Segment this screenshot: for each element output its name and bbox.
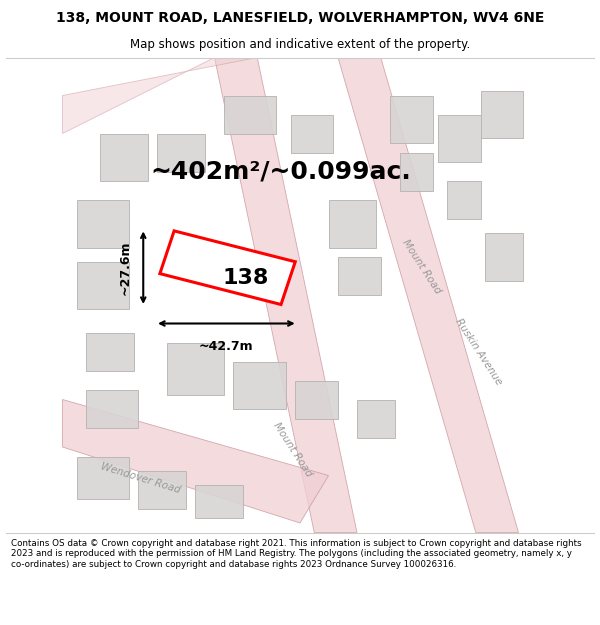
Polygon shape bbox=[390, 96, 433, 143]
Text: ~402m²/~0.099ac.: ~402m²/~0.099ac. bbox=[151, 159, 411, 184]
Polygon shape bbox=[77, 262, 129, 309]
Polygon shape bbox=[86, 390, 139, 428]
Text: ~27.6m: ~27.6m bbox=[118, 241, 131, 295]
Text: 138: 138 bbox=[222, 268, 269, 288]
Polygon shape bbox=[215, 58, 357, 532]
Polygon shape bbox=[77, 456, 129, 499]
Text: Mount Road: Mount Road bbox=[272, 421, 314, 478]
Polygon shape bbox=[290, 114, 333, 152]
Polygon shape bbox=[62, 58, 257, 134]
Text: Mount Road: Mount Road bbox=[400, 238, 442, 296]
Text: ~42.7m: ~42.7m bbox=[199, 340, 254, 353]
Polygon shape bbox=[233, 361, 286, 409]
Text: Contains OS data © Crown copyright and database right 2021. This information is : Contains OS data © Crown copyright and d… bbox=[11, 539, 581, 569]
Polygon shape bbox=[485, 233, 523, 281]
Polygon shape bbox=[338, 257, 381, 295]
Text: Wendover Road: Wendover Road bbox=[100, 461, 182, 495]
Polygon shape bbox=[160, 231, 295, 304]
Polygon shape bbox=[157, 134, 205, 171]
Polygon shape bbox=[338, 58, 518, 532]
Polygon shape bbox=[167, 342, 224, 395]
Polygon shape bbox=[139, 471, 186, 509]
Polygon shape bbox=[77, 200, 129, 248]
Polygon shape bbox=[447, 181, 481, 219]
Polygon shape bbox=[295, 381, 338, 419]
Polygon shape bbox=[400, 152, 433, 191]
Polygon shape bbox=[357, 399, 395, 437]
Polygon shape bbox=[438, 114, 481, 162]
Text: Ruskin Avenue: Ruskin Avenue bbox=[453, 317, 503, 387]
Text: 138, MOUNT ROAD, LANESFIELD, WOLVERHAMPTON, WV4 6NE: 138, MOUNT ROAD, LANESFIELD, WOLVERHAMPT… bbox=[56, 11, 544, 26]
Polygon shape bbox=[224, 96, 276, 134]
Polygon shape bbox=[86, 333, 134, 371]
Polygon shape bbox=[481, 91, 523, 138]
Polygon shape bbox=[329, 200, 376, 248]
Polygon shape bbox=[100, 134, 148, 181]
Polygon shape bbox=[196, 485, 243, 518]
Polygon shape bbox=[62, 399, 329, 523]
Text: Map shows position and indicative extent of the property.: Map shows position and indicative extent… bbox=[130, 38, 470, 51]
